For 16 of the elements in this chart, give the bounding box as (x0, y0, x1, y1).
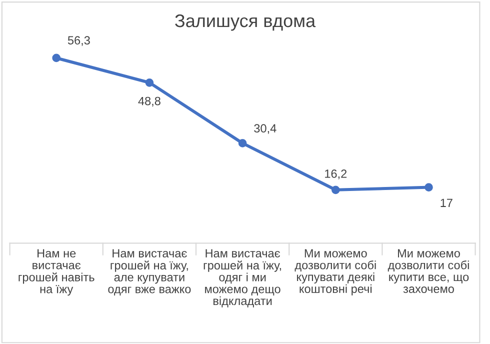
x-tick-label: Нам вистачає грошей на їжу, але купувати одяг вже важко (108, 249, 191, 296)
x-tick-label: Нам не вистачає грошей навіть на їжу (18, 249, 94, 296)
data-label: 16,2 (325, 169, 347, 180)
point (424, 183, 433, 192)
point (52, 54, 61, 62)
chart-title: Залишуся вдома (175, 14, 316, 31)
data-label: 56,3 (68, 36, 90, 46)
x-tick-label: Ми можемо дозволити собі купити все, що захочемо (388, 249, 469, 294)
x-tick-label: Нам вистачає грошей на їжу, одяг і ми можемо дещо відкладати (204, 249, 282, 308)
point (238, 139, 247, 148)
data-label: 48,8 (138, 96, 160, 107)
point (331, 186, 340, 194)
point (145, 78, 154, 87)
data-label: 30,4 (254, 124, 276, 134)
x-tick-label: Ми можемо дозволити собі купувати деякі коштовні речі (294, 249, 376, 296)
data-label: 17 (440, 198, 452, 207)
